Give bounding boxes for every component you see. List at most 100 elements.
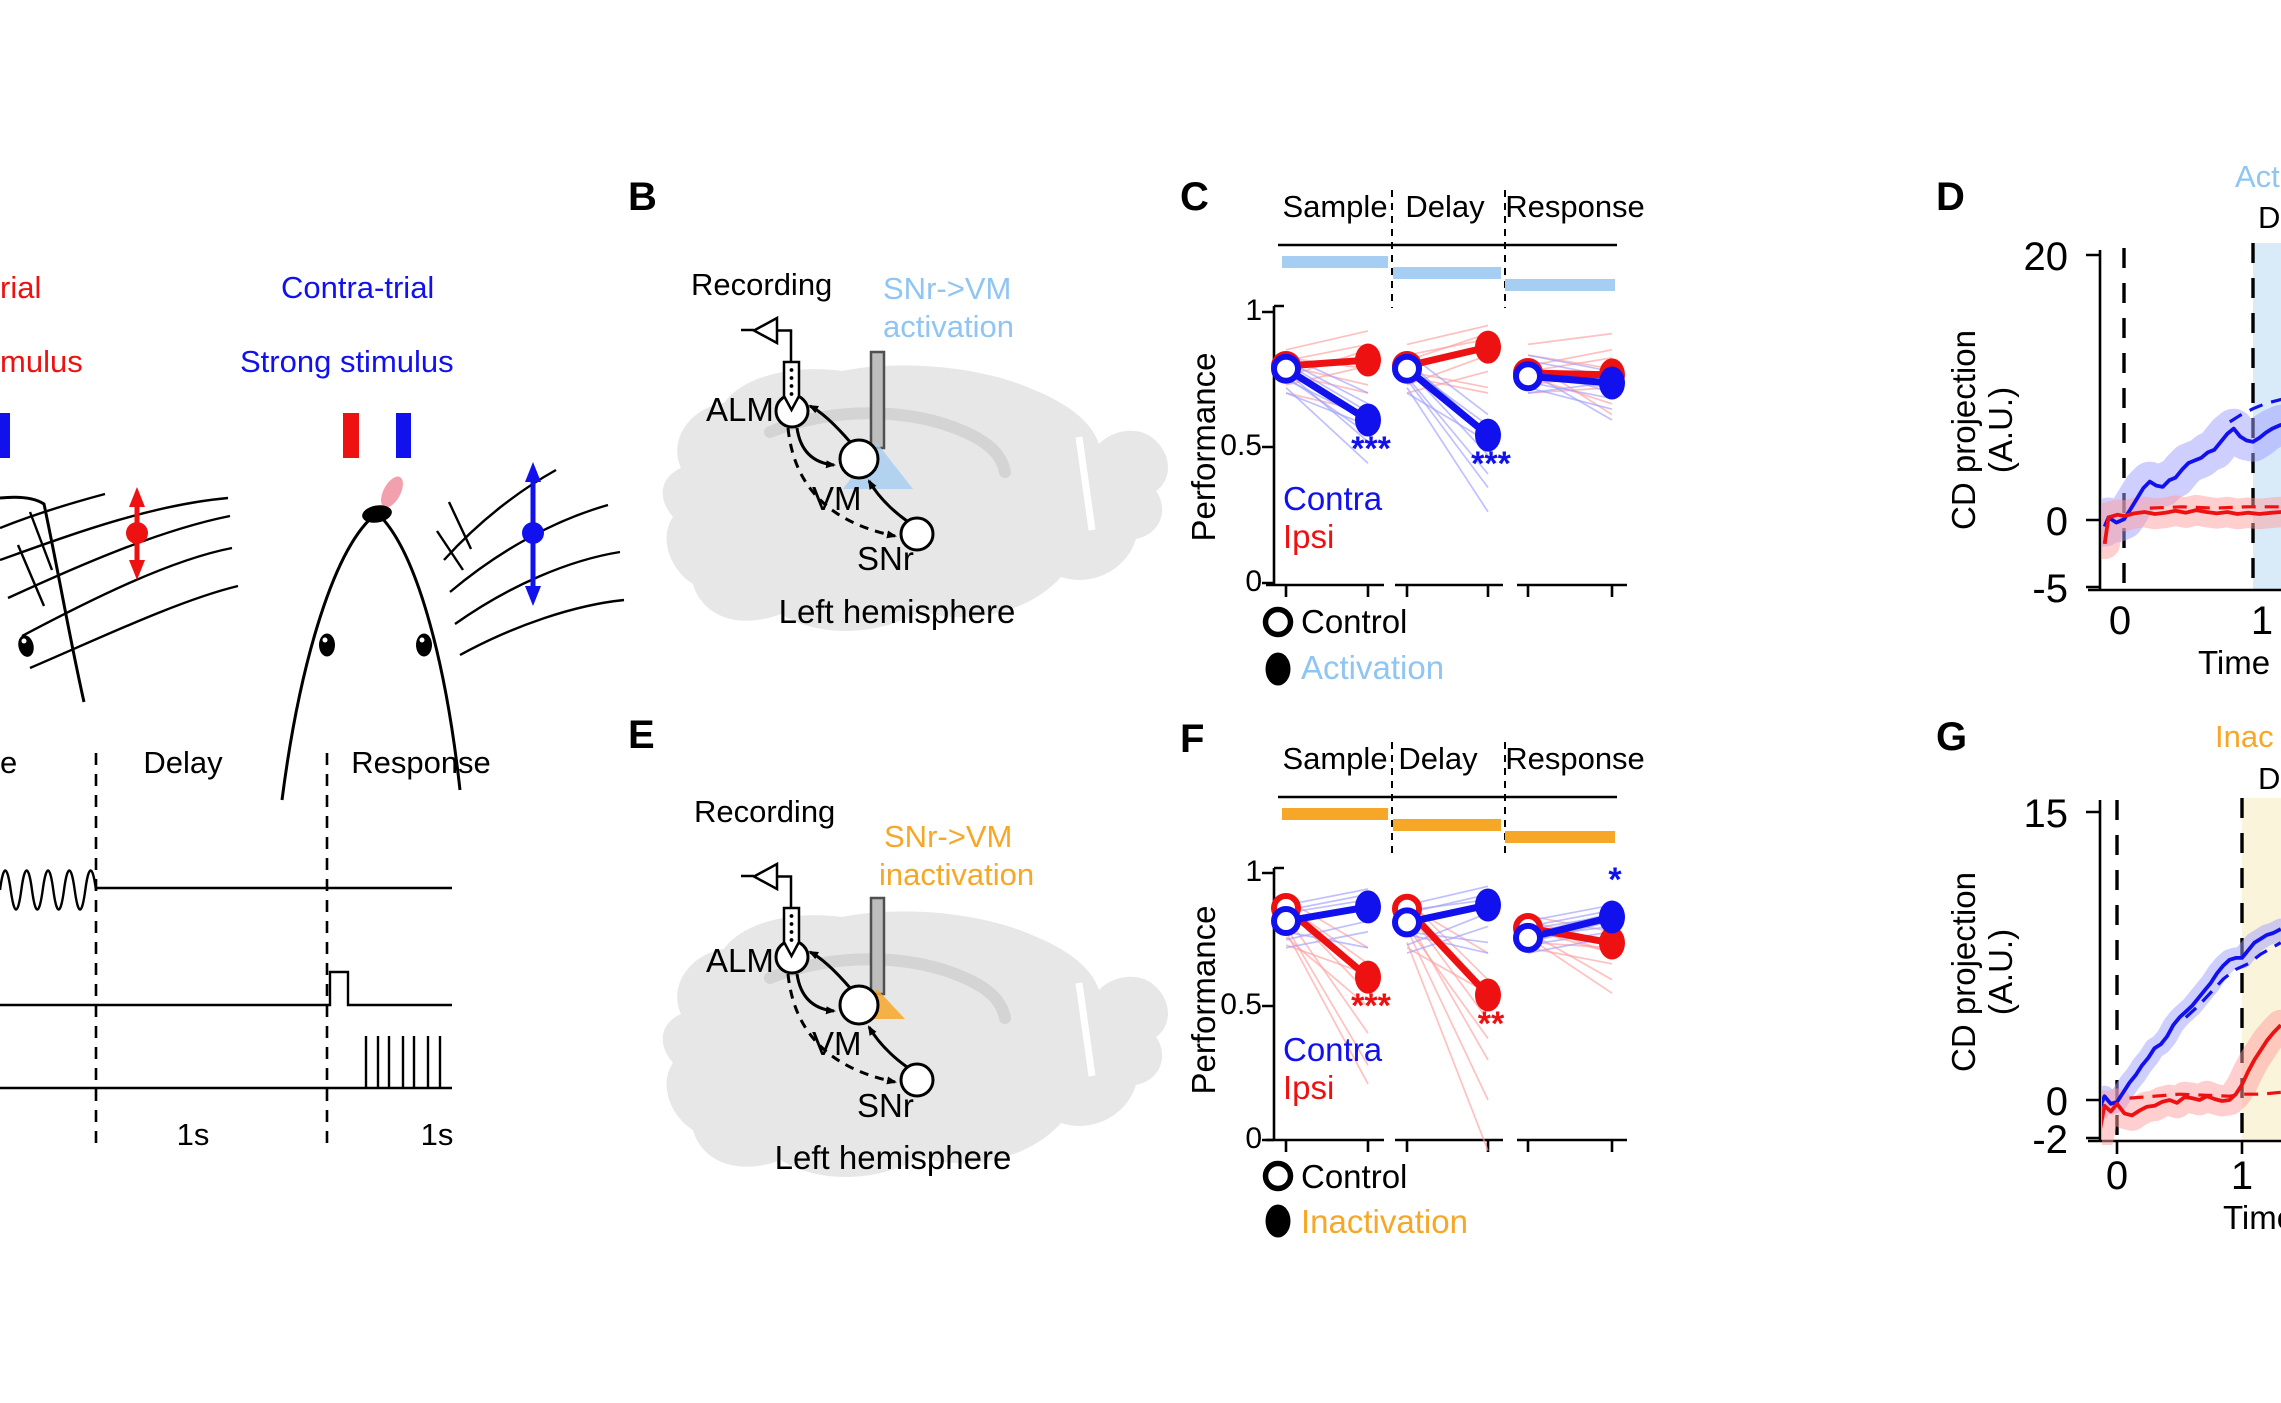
inactivation-epoch-bar-response <box>1505 831 1615 843</box>
f-ipsi-label: Ipsi <box>1283 1069 1335 1106</box>
g-ylabel-line2: (A.U.) <box>1982 928 2020 1016</box>
legend-treated-marker <box>1265 652 1291 686</box>
inactivation-label-line2: inactivation <box>879 857 1035 892</box>
delay-duration-label: 1s <box>176 1117 210 1152</box>
c-legend-control: Control <box>1301 603 1408 640</box>
region-label-vm: VM <box>812 1025 862 1062</box>
g-ytick-15: 15 <box>2023 792 2069 836</box>
recording-label: Recording <box>691 267 833 302</box>
g-xtick-1: 1 <box>2230 1154 2254 1198</box>
activation-epoch-bar-delay <box>1393 267 1501 279</box>
d-ylabel-line1: CD projection <box>1945 330 1983 530</box>
g-delay-header-clipped: D <box>2258 761 2281 796</box>
panel-d-axes <box>2086 243 2281 592</box>
tongue-icon <box>381 476 403 508</box>
region-label-alm: ALM <box>706 942 774 979</box>
c-contra-label: Contra <box>1283 480 1383 517</box>
d-xtick-1: 1 <box>2250 599 2274 643</box>
contra-stimulus-bar-blue <box>396 413 411 458</box>
c-ytick-1: 1 <box>1245 294 1262 327</box>
activation-epoch-bar-sample <box>1282 256 1388 268</box>
svg-text:**: ** <box>1478 1005 1505 1043</box>
epoch-label-sample-clipped: e <box>0 745 18 780</box>
f-epoch-header-sample: Sample <box>1282 741 1388 776</box>
g-xtick-0: 0 <box>2105 1154 2129 1198</box>
panel-letter-d: D <box>1936 175 1965 219</box>
c-epoch-header-sample: Sample <box>1282 189 1388 224</box>
svg-text:***: *** <box>1351 987 1391 1025</box>
c-ytick-0p5: 0.5 <box>1220 429 1262 462</box>
region-label-vm: VM <box>812 480 862 517</box>
d-delay-header-clipped: D <box>2258 200 2281 235</box>
legend-control-marker <box>1262 606 1294 638</box>
d-xlabel: Time <box>2198 644 2271 681</box>
inactivation-epoch-bar-delay <box>1393 819 1501 831</box>
region-label-snr: SNr <box>857 1087 914 1124</box>
ipsi-mouse-drawing <box>0 487 239 703</box>
legend-treated-marker <box>1265 1204 1291 1238</box>
f-legend-control: Control <box>1301 1158 1408 1195</box>
contra-trial-title: Contra-trial <box>281 270 435 305</box>
region-label-alm: ALM <box>706 391 774 428</box>
epoch-label-response: Response <box>351 745 491 780</box>
panel-letter-b: B <box>628 175 657 219</box>
g-xlabel-clipped: Time <box>2223 1199 2281 1236</box>
ipsi-trial-title-clipped: rial <box>0 270 42 305</box>
c-ytick-0: 0 <box>1245 565 1262 598</box>
panel-letter-g: G <box>1936 715 1968 759</box>
hemisphere-caption: Left hemisphere <box>778 593 1016 630</box>
f-ytick-1: 1 <box>1245 855 1262 888</box>
d-xtick-0: 0 <box>2108 599 2132 643</box>
panel-c-axes: *** *** <box>1262 190 1627 686</box>
ipsi-whisker-deflection-icon <box>126 487 148 580</box>
epoch-label-delay: Delay <box>143 745 223 780</box>
activation-epoch-bar-response <box>1505 279 1615 291</box>
panel-letter-f: F <box>1180 717 1205 761</box>
c-epoch-header-delay: Delay <box>1405 189 1485 224</box>
d-ylabel-line2: (A.U.) <box>1982 386 2020 474</box>
inactivation-epoch-bar-sample <box>1282 808 1388 820</box>
f-legend-inactivation: Inactivation <box>1301 1203 1468 1240</box>
d-ytick-0: 0 <box>2045 500 2068 544</box>
trial-timeline <box>0 753 452 1152</box>
panel-g-axes <box>2086 798 2281 1154</box>
svg-text:***: *** <box>1351 430 1391 468</box>
contra-stimulus-bar-red <box>343 413 359 458</box>
svg-text:*: * <box>1608 861 1622 899</box>
inactivation-label-line1: SNr->VM <box>884 819 1013 854</box>
svg-text:***: *** <box>1471 445 1511 483</box>
d-ytick-20: 20 <box>2023 235 2069 279</box>
c-ipsi-label: Ipsi <box>1283 518 1335 555</box>
f-epoch-header-response: Response <box>1505 741 1645 776</box>
ipsi-stimulus-label-clipped: mulus <box>0 344 83 379</box>
legend-control-marker <box>1262 1160 1294 1192</box>
contra-whisker-deflection-icon <box>522 462 544 606</box>
go-cue-trace <box>0 970 452 1007</box>
optic-fiber-icon <box>869 350 886 450</box>
f-ytick-0: 0 <box>1245 1122 1262 1155</box>
panel-f-axes: *** *** <box>1262 742 1627 1238</box>
recording-label: Recording <box>694 794 836 829</box>
f-contra-label: Contra <box>1283 1031 1383 1068</box>
panel-b-circuit-diagram <box>663 318 1168 631</box>
c-legend-activation: Activation <box>1301 649 1445 686</box>
response-duration-label: 1s <box>420 1117 454 1152</box>
d-ytick-m5: -5 <box>2032 567 2068 611</box>
whisker-stimulus-trace <box>0 869 98 911</box>
activation-label-line1: SNr->VM <box>883 271 1012 306</box>
g-ytick-0: 0 <box>2045 1080 2068 1124</box>
ipsi-stimulus-bar-blue <box>0 413 10 458</box>
g-ylabel-line1: CD projection <box>1945 872 1983 1072</box>
c-epoch-header-response: Response <box>1505 189 1645 224</box>
f-epoch-header-delay: Delay <box>1398 741 1478 776</box>
panel-a-task-schematic <box>0 413 625 1152</box>
g-ytick-m2: -2 <box>2032 1118 2068 1162</box>
g-inactivation-header-clipped: Inac <box>2215 719 2274 754</box>
contra-mouse-drawing <box>280 462 625 801</box>
optic-fiber-icon <box>869 896 886 996</box>
panel-letter-e: E <box>628 713 655 757</box>
panel-letter-c: C <box>1180 175 1209 219</box>
activation-label-line2: activation <box>883 309 1014 344</box>
